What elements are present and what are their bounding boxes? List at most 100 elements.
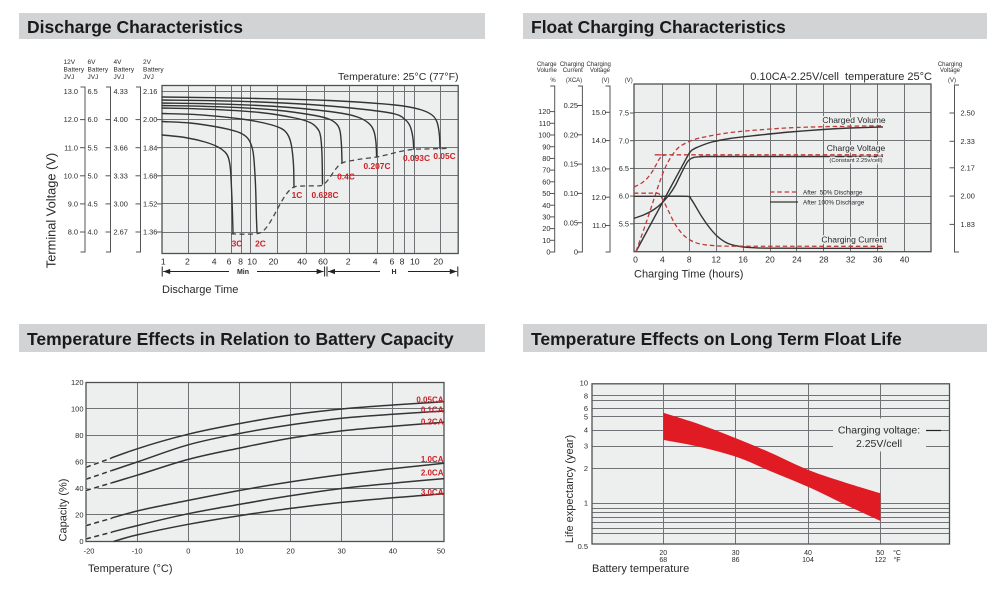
svg-text:2: 2	[346, 257, 351, 267]
svg-text:0.10CA-2.25V/cell temperature: 0.10CA-2.25V/cell temperature 25°C	[750, 71, 932, 83]
svg-text:50: 50	[437, 547, 445, 556]
svg-text:90: 90	[542, 142, 550, 151]
svg-text:3.33: 3.33	[114, 171, 128, 180]
svg-text:20: 20	[659, 550, 667, 557]
svg-text:30: 30	[338, 547, 346, 556]
svg-text:20: 20	[542, 224, 550, 233]
svg-text:(V): (V)	[948, 78, 956, 84]
svg-text:2.50: 2.50	[961, 109, 975, 118]
svg-text:Battery: Battery	[143, 67, 164, 74]
svg-text:6V: 6V	[88, 59, 97, 66]
svg-text:7.5: 7.5	[619, 109, 629, 118]
svg-text:32: 32	[846, 255, 856, 265]
svg-text:122: 122	[874, 557, 886, 564]
svg-text:10: 10	[542, 236, 550, 245]
svg-text:%: %	[550, 78, 556, 84]
svg-text:0.25: 0.25	[564, 101, 578, 110]
svg-text:50: 50	[876, 550, 884, 557]
svg-text:2.0CA: 2.0CA	[421, 469, 444, 478]
svg-text:14.0: 14.0	[592, 136, 606, 145]
svg-text:4V: 4V	[114, 59, 123, 66]
svg-text:2.16: 2.16	[143, 87, 157, 96]
svg-text:12: 12	[711, 255, 721, 265]
svg-text:7.0: 7.0	[619, 136, 629, 145]
svg-text:100: 100	[71, 405, 84, 414]
svg-text:3.66: 3.66	[114, 143, 128, 152]
svg-text:10: 10	[410, 257, 420, 267]
svg-text:20: 20	[433, 257, 443, 267]
svg-text:Charging: Charging	[587, 62, 611, 68]
svg-text:1C: 1C	[292, 190, 303, 200]
svg-text:16: 16	[738, 255, 748, 265]
svg-text:-10: -10	[132, 547, 143, 556]
svg-text:5.5: 5.5	[88, 143, 98, 152]
svg-text:10.0: 10.0	[64, 171, 78, 180]
svg-text:1: 1	[584, 499, 588, 508]
svg-text:120: 120	[71, 378, 84, 387]
svg-text:4.0: 4.0	[88, 228, 98, 237]
svg-text:8: 8	[687, 255, 692, 265]
svg-text:4.33: 4.33	[114, 87, 128, 96]
svg-text:9.0: 9.0	[68, 200, 78, 209]
svg-text:4.00: 4.00	[114, 115, 128, 124]
svg-text:4: 4	[660, 255, 665, 265]
svg-text:JVJ: JVJ	[88, 74, 99, 81]
svg-text:11.0: 11.0	[64, 143, 78, 152]
svg-text:Battery temperature: Battery temperature	[592, 563, 689, 575]
svg-text:4: 4	[373, 257, 378, 267]
svg-text:100: 100	[538, 131, 550, 140]
svg-text:0: 0	[79, 537, 83, 546]
svg-text:Voltage: Voltage	[590, 68, 611, 74]
svg-text:8.0: 8.0	[68, 228, 78, 237]
svg-text:After 100% Discharge: After 100% Discharge	[803, 199, 865, 206]
svg-text:After 50% Discharge: After 50% Discharge	[803, 189, 863, 196]
svg-text:1.68: 1.68	[143, 171, 157, 180]
svg-text:2.17: 2.17	[961, 163, 975, 172]
svg-text:Float Charging Characteristics: Float Charging Characteristics	[531, 17, 786, 37]
svg-text:Charge: Charge	[537, 62, 557, 68]
svg-text:(Constant 2.25v/cell): (Constant 2.25v/cell)	[829, 158, 882, 164]
svg-text:Voltage: Voltage	[940, 68, 961, 74]
svg-text:12.0: 12.0	[64, 115, 78, 124]
svg-text:0.20: 0.20	[564, 130, 578, 139]
svg-text:Temperature Effects on Long Te: Temperature Effects on Long Term Float L…	[531, 329, 902, 349]
svg-text:28: 28	[819, 255, 829, 265]
svg-text:20: 20	[75, 511, 83, 520]
svg-text:10: 10	[247, 257, 257, 267]
svg-text:110: 110	[539, 119, 551, 128]
svg-text:Temperature (°C): Temperature (°C)	[88, 563, 172, 575]
svg-text:40: 40	[542, 201, 550, 210]
svg-text:1.36: 1.36	[143, 228, 157, 237]
svg-text:3.0CA: 3.0CA	[421, 488, 444, 497]
svg-text:2: 2	[185, 257, 190, 267]
svg-text:0.4C: 0.4C	[337, 172, 355, 182]
svg-text:Battery: Battery	[114, 67, 135, 74]
svg-text:8: 8	[238, 257, 243, 267]
svg-text:24: 24	[792, 255, 802, 265]
svg-text:0.5: 0.5	[578, 542, 588, 551]
svg-text:1.0CA: 1.0CA	[421, 455, 444, 464]
svg-text:20: 20	[286, 547, 294, 556]
svg-text:Terminal Voltage (V): Terminal Voltage (V)	[44, 153, 59, 268]
svg-text:60: 60	[318, 257, 328, 267]
svg-text:20: 20	[269, 257, 279, 267]
svg-text:6.5: 6.5	[619, 164, 629, 173]
svg-text:0: 0	[633, 255, 638, 265]
svg-text:5: 5	[584, 413, 588, 422]
svg-text:13.0: 13.0	[592, 165, 606, 174]
svg-text:2V: 2V	[143, 59, 152, 66]
svg-text:(XCA): (XCA)	[566, 78, 582, 84]
svg-text:60: 60	[542, 177, 550, 186]
svg-text:JVJ: JVJ	[143, 74, 154, 81]
svg-text:Temperature: 25°C (77°F): Temperature: 25°C (77°F)	[338, 71, 458, 83]
svg-text:°C: °C	[893, 549, 901, 557]
svg-text:Life expectancy (year): Life expectancy (year)	[564, 435, 576, 543]
svg-text:15.0: 15.0	[592, 108, 606, 117]
svg-text:30: 30	[732, 550, 740, 557]
svg-text:Charge Voltage: Charge Voltage	[827, 143, 886, 153]
svg-text:°F: °F	[893, 556, 900, 564]
svg-text:2.33: 2.33	[961, 137, 975, 146]
svg-text:10: 10	[235, 547, 243, 556]
svg-text:Charging voltage:: Charging voltage:	[838, 425, 920, 437]
svg-text:60: 60	[75, 458, 83, 467]
